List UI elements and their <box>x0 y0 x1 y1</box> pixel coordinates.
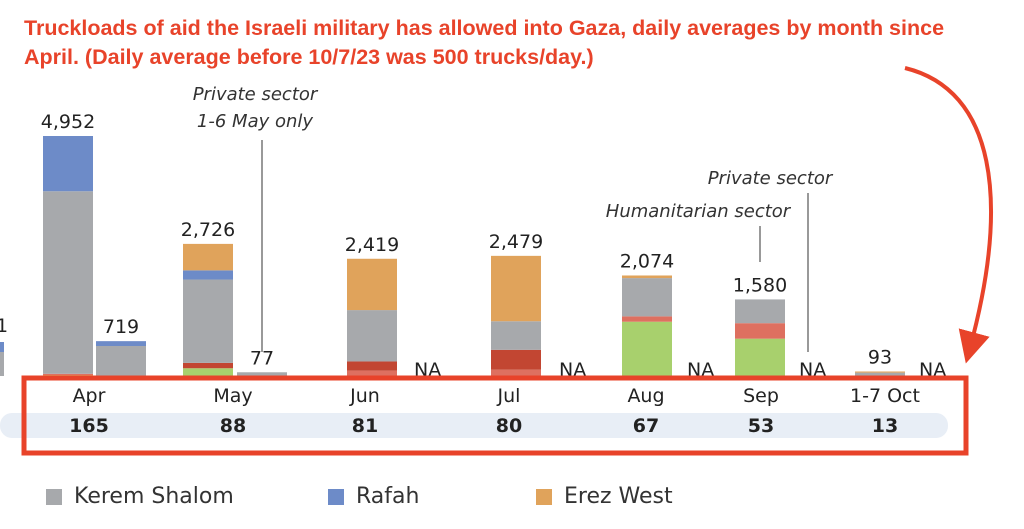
bar-segment-humanitarian-may-3 <box>183 270 233 280</box>
bar-segment-humanitarian-jun-1 <box>347 361 397 371</box>
x-tick-label-aug: Aug <box>627 385 664 407</box>
bar-segment-humanitarian-may-0 <box>183 368 233 376</box>
x-tick-label-jul: Jul <box>497 385 521 407</box>
daily-average-may: 88 <box>220 415 246 437</box>
bar-segment-humanitarian-aug-2 <box>622 278 672 317</box>
daily-average-apr: 165 <box>69 415 109 437</box>
highlight-arrow <box>904 66 993 364</box>
legend-item-rafah: Rafah <box>328 484 419 509</box>
chart-title: Truckloads of aid the Israeli military h… <box>24 16 945 69</box>
legend-label: Erez West <box>564 484 673 509</box>
x-tick-label-apr: Apr <box>73 385 106 407</box>
x-tick-label-jun: Jun <box>349 385 380 407</box>
labels-layer: 4,9527192,726772,419NA2,479NA2,074NA1,58… <box>0 111 946 437</box>
bar-segment-humanitarian-apr-1 <box>43 373 93 376</box>
bar-segment-humanitarian-jul-0 <box>491 369 541 376</box>
annotation-1-line-0: Humanitarian sector <box>606 201 792 222</box>
daily-average-sep: 53 <box>748 415 774 437</box>
bar-segment-humanitarian-apr-2 <box>43 191 93 374</box>
bar-value-label-private-may: 77 <box>250 347 274 369</box>
bar-segment-humanitarian-may-2 <box>183 279 233 363</box>
bar-segment-humanitarian-jul-3 <box>491 255 541 322</box>
daily-average-jul: 80 <box>496 415 522 437</box>
bar-segment-humanitarian-may-1 <box>183 362 233 369</box>
annotations-layer: Private sector 1-6 May only Humanitarian s… <box>193 84 834 352</box>
legend-item-erez-west: Erez West <box>536 484 673 509</box>
bar-segment-humanitarian-may-4 <box>183 243 233 271</box>
bar-segment-private-apr-0 <box>96 346 146 376</box>
bar-segment-humanitarian-1-7-oct-0 <box>855 372 905 376</box>
legend-label: Kerem Shalom <box>74 484 234 509</box>
highlight-box <box>21 375 969 456</box>
legend-item-kerem-shalom: Kerem Shalom <box>46 484 234 509</box>
daily-average-1-7-oct: 13 <box>872 415 898 437</box>
bar-segment-humanitarian-jul-2 <box>491 321 541 350</box>
x-tick-label-may: May <box>213 385 252 407</box>
partial-bar-value-label: 1 <box>0 315 8 337</box>
bar-segment-humanitarian-jun-3 <box>347 258 397 311</box>
bar-segment-humanitarian-sep-1 <box>735 323 785 339</box>
legend-swatch <box>536 488 552 505</box>
bar-value-label-humanitarian-may: 2,726 <box>181 219 235 241</box>
partial-bar-kerem-shalom <box>0 352 4 376</box>
bar-segment-private-apr-1 <box>96 341 146 346</box>
partial-bar-rafah <box>0 342 4 352</box>
x-tick-label-sep: Sep <box>743 385 779 407</box>
bar-value-label-humanitarian-apr: 4,952 <box>41 111 95 133</box>
bar-value-label-humanitarian-aug: 2,074 <box>620 250 674 272</box>
legend-label: Rafah <box>356 484 420 509</box>
x-tick-label-1-7-oct: 1-7 Oct <box>850 385 920 407</box>
bar-value-label-humanitarian-sep: 1,580 <box>733 274 787 296</box>
bar-value-label-private-apr: 719 <box>103 316 139 338</box>
bar-value-label-humanitarian-jul: 2,479 <box>489 231 543 253</box>
bar-segment-private-may-0 <box>237 372 287 376</box>
bar-segment-humanitarian-aug-3 <box>622 275 672 279</box>
bar-segment-humanitarian-jun-0 <box>347 370 397 376</box>
bar-segment-humanitarian-sep-0 <box>735 338 785 376</box>
daily-average-aug: 67 <box>633 415 659 437</box>
daily-average-jun: 81 <box>352 415 378 437</box>
annotation-0-line-1: 1-6 May only <box>197 111 313 132</box>
bar-segment-humanitarian-jun-2 <box>347 310 397 362</box>
annotation-2-line-0: Private sector <box>708 168 834 189</box>
bar-segment-humanitarian-aug-1 <box>622 316 672 322</box>
bar-segment-humanitarian-aug-0 <box>622 321 672 376</box>
bar-segment-humanitarian-jul-1 <box>491 349 541 370</box>
stacked-bar-chart: 4,9527192,726772,419NA2,479NA2,074NA1,58… <box>0 66 993 456</box>
legend-swatch <box>46 488 62 505</box>
bar-segment-humanitarian-1-7-oct-1 <box>855 371 905 373</box>
bar-value-label-humanitarian-1-7-oct: 93 <box>868 346 892 368</box>
bar-segment-humanitarian-sep-2 <box>735 299 785 324</box>
bars-layer <box>0 136 905 377</box>
bar-segment-humanitarian-apr-3 <box>43 136 93 192</box>
bar-value-label-humanitarian-jun: 2,419 <box>345 234 399 256</box>
legend-swatch <box>328 488 344 505</box>
daily-average-band <box>0 413 948 438</box>
annotation-0-line-0: Private sector <box>193 84 319 105</box>
